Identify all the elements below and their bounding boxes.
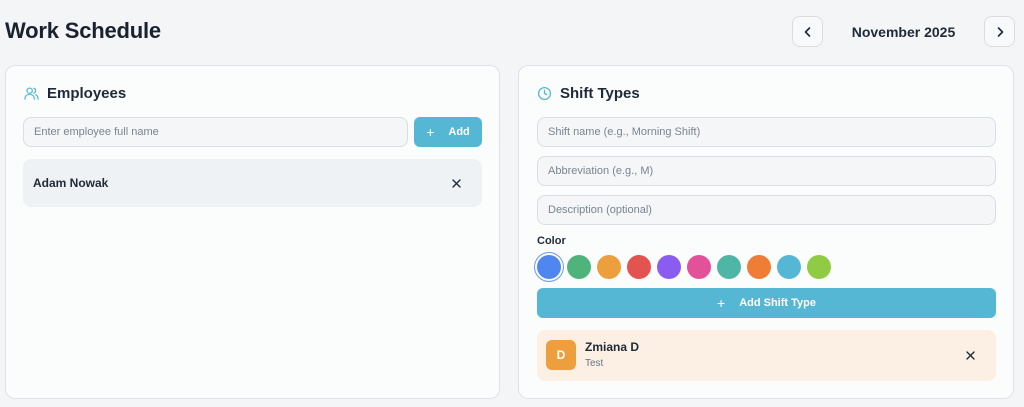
- color-picker: [537, 254, 837, 280]
- color-swatch[interactable]: [567, 255, 591, 279]
- chevron-right-icon: [997, 26, 1003, 37]
- color-swatch[interactable]: [807, 255, 831, 279]
- shift-name-input[interactable]: [537, 117, 996, 147]
- shift-types-header: Shift Types: [537, 85, 640, 102]
- employees-header: Employees: [24, 85, 126, 102]
- employees-title: Employees: [47, 85, 127, 102]
- color-swatch[interactable]: [657, 255, 681, 279]
- plus-icon: +: [426, 124, 435, 140]
- employee-name: Adam Nowak: [33, 176, 109, 190]
- color-swatch[interactable]: [717, 255, 741, 279]
- shift-abbreviation-badge: D: [546, 340, 576, 370]
- clock-icon: [537, 86, 552, 101]
- employee-list-item: Adam Nowak: [23, 159, 482, 207]
- current-month-label: November 2025: [851, 23, 956, 40]
- color-swatch[interactable]: [747, 255, 771, 279]
- color-swatch[interactable]: [777, 255, 801, 279]
- close-icon: [965, 350, 975, 360]
- add-shift-type-label: Add Shift Type: [739, 297, 816, 309]
- employees-card: Employees + Add Adam Nowak: [5, 65, 500, 399]
- page-title: Work Schedule: [5, 18, 161, 43]
- shift-type-description: Test: [585, 358, 604, 369]
- close-icon: [451, 178, 461, 188]
- remove-employee-button[interactable]: [448, 175, 464, 191]
- shift-types-title: Shift Types: [560, 85, 640, 102]
- plus-icon: +: [717, 295, 726, 311]
- add-employee-button[interactable]: + Add: [414, 117, 482, 147]
- add-employee-label: Add: [448, 126, 470, 138]
- previous-month-button[interactable]: [792, 16, 823, 47]
- users-icon: [24, 87, 39, 100]
- shift-type-list-item: D Zmiana D Test: [537, 330, 996, 381]
- shift-types-card: Shift Types Color + Add Shift Type D Zmi…: [518, 65, 1014, 399]
- chevron-left-icon: [804, 26, 810, 37]
- shift-description-input[interactable]: [537, 195, 996, 225]
- add-shift-type-button[interactable]: + Add Shift Type: [537, 288, 996, 318]
- color-swatch[interactable]: [627, 255, 651, 279]
- month-navigation: November 2025: [792, 16, 1015, 47]
- remove-shift-type-button[interactable]: [962, 347, 978, 363]
- color-label: Color: [537, 235, 566, 247]
- next-month-button[interactable]: [984, 16, 1015, 47]
- color-swatch[interactable]: [687, 255, 711, 279]
- color-swatch[interactable]: [597, 255, 621, 279]
- shift-type-name: Zmiana D: [585, 340, 640, 354]
- color-swatch[interactable]: [537, 255, 561, 279]
- employee-name-input[interactable]: [23, 117, 408, 147]
- shift-abbreviation-input[interactable]: [537, 156, 996, 186]
